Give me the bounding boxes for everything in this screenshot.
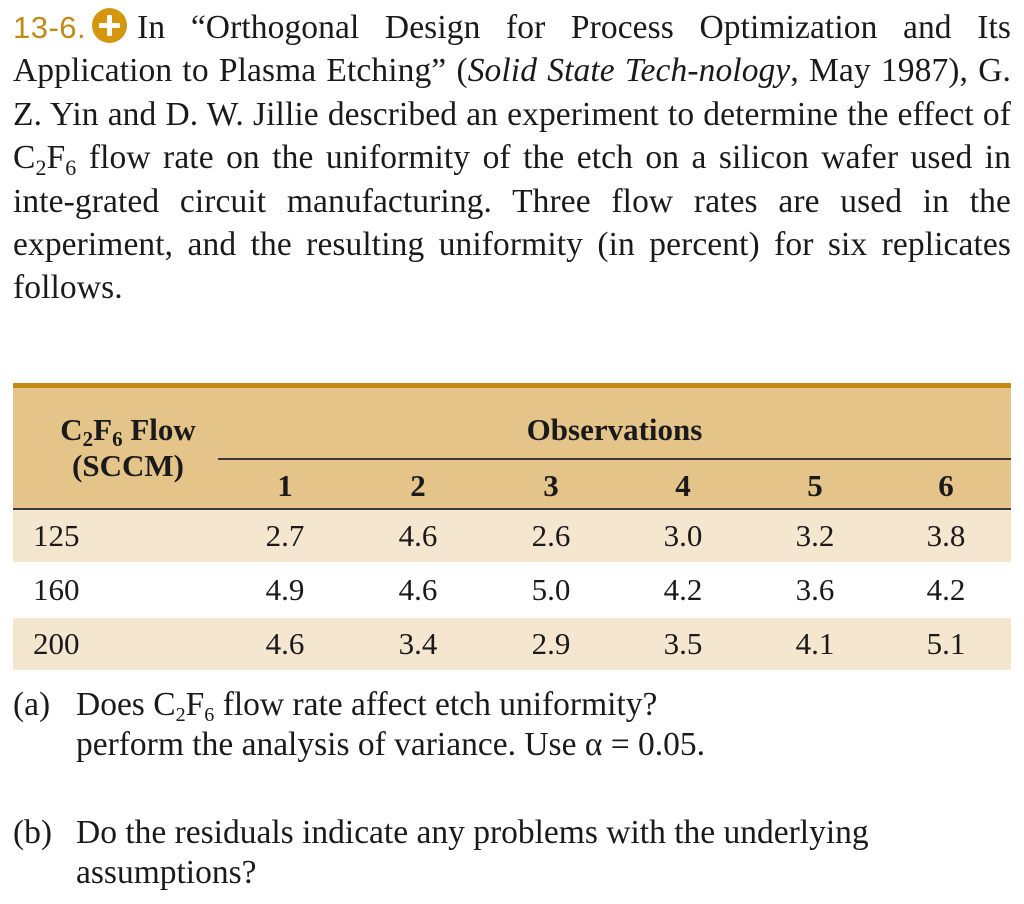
value-cell: 3.4 (398, 626, 438, 661)
question-a: (a) Does C2F6 flow rate affect etch unif… (13, 685, 1013, 765)
value-cell: 4.6 (398, 572, 438, 607)
value-cell: 2.9 (531, 626, 571, 661)
subscript-2: 2 (35, 155, 47, 181)
header-bottom-rule (13, 508, 1011, 510)
value-cell: 4.1 (795, 626, 835, 661)
value-cell: 3.8 (926, 518, 966, 553)
column-header-4: 4 (675, 468, 691, 503)
table-row: 125 2.7 4.6 2.6 3.0 3.2 3.8 (13, 510, 1011, 562)
journal-title: Solid State Tech-nology (467, 52, 791, 90)
value-cell: 4.6 (265, 626, 305, 661)
question-a-text: Does C2F6 flow rate affect etch uniformi… (76, 686, 706, 763)
value-cell: 3.0 (663, 518, 703, 553)
problem-intro-text: In “Orthogonal Design for Process Optimi… (13, 9, 1011, 90)
subscript-6: 6 (65, 155, 77, 181)
column-header-2: 2 (410, 468, 426, 503)
flow-cell: 125 (33, 518, 80, 553)
table-row: 200 4.6 3.4 2.9 3.5 4.1 5.1 (13, 618, 1011, 670)
problem-mid-text: , May 1987), G. Z. Yin and D. W. Jillie … (13, 52, 1011, 177)
row-header-unit: (SCCM) (72, 448, 184, 483)
flow-cell: 160 (33, 572, 80, 607)
table-row: 160 4.9 4.6 5.0 4.2 3.6 4.2 (13, 564, 1011, 616)
question-b: (b) Do the residuals indicate any proble… (13, 813, 1013, 898)
value-cell: 5.0 (531, 572, 571, 607)
column-header-6: 6 (938, 468, 954, 503)
value-cell: 4.2 (663, 572, 703, 607)
value-cell: 3.5 (663, 626, 703, 661)
column-header-3: 3 (543, 468, 559, 503)
problem-number: 13-6. (13, 10, 87, 45)
question-a-tag: (a) (13, 686, 51, 723)
value-cell: 4.6 (398, 518, 438, 553)
value-cell: 3.6 (795, 572, 835, 607)
data-table: C2F6 Flow (SCCM) Observations 1 2 3 4 5 … (13, 383, 1011, 671)
table-header: C2F6 Flow (SCCM) Observations 1 2 3 4 5 … (13, 388, 1011, 510)
value-cell: 4.2 (926, 572, 966, 607)
value-cell: 2.7 (265, 518, 305, 553)
observations-rule (218, 458, 1011, 460)
question-b-tag: (b) (13, 814, 53, 851)
formula-f: F (46, 139, 66, 177)
question-b-text: Do the residuals indicate any problems w… (76, 814, 869, 891)
row-header-label: C2F6 Flow (SCCM) (60, 412, 196, 483)
plus-circle-icon[interactable] (92, 8, 128, 43)
column-header-5: 5 (807, 468, 823, 503)
problem-statement: 13-6. In “Orthogonal Design for Process O… (13, 6, 1011, 310)
value-cell: 4.9 (265, 572, 305, 607)
value-cell: 3.2 (795, 518, 835, 553)
problem-end-text: flow rate on the uniformity of the etch … (13, 139, 1011, 307)
table-top-rule (13, 383, 1011, 388)
value-cell: 2.6 (531, 518, 571, 553)
value-cell: 5.1 (926, 626, 966, 661)
observations-header: Observations (526, 412, 703, 447)
column-header-1: 1 (277, 468, 293, 503)
flow-cell: 200 (33, 626, 80, 661)
question-a-line2: perform the analysis of variance. Use α … (76, 726, 706, 763)
